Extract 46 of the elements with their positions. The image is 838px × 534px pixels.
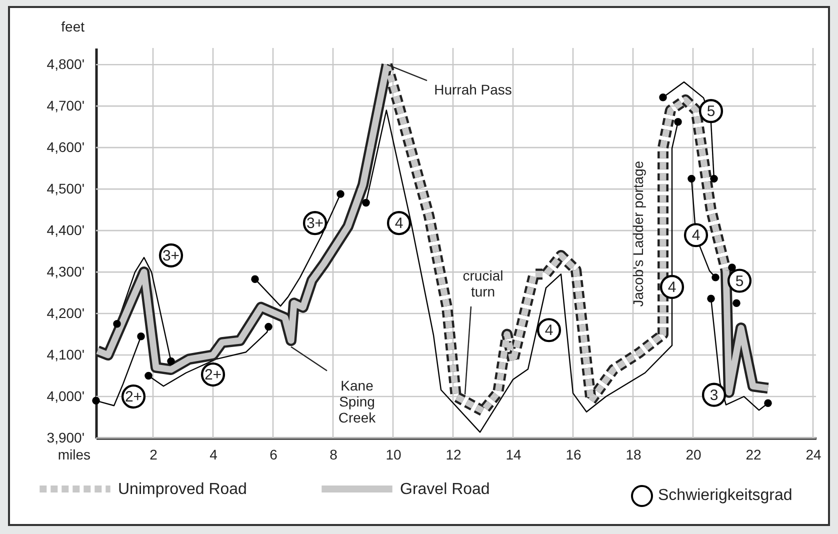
x-tick-label: 14 bbox=[506, 446, 522, 462]
y-tick-label: 4,300' bbox=[46, 264, 84, 280]
legend-label: Schwierigkeitsgrad bbox=[658, 487, 792, 505]
y-tick-label: 4,800' bbox=[46, 56, 84, 72]
annotation: 5 bbox=[735, 272, 744, 290]
y-tick-label: 4,000' bbox=[46, 388, 84, 404]
x-tick-label: 4 bbox=[210, 446, 218, 462]
x-tick-label: 10 bbox=[386, 446, 402, 462]
y-axis-title: feet bbox=[61, 18, 85, 34]
x-axis-title: miles bbox=[58, 446, 90, 462]
annotation: 3+ bbox=[306, 215, 324, 232]
legend-label: Unimproved Road bbox=[118, 481, 247, 498]
annotation: 4 bbox=[394, 215, 404, 232]
point bbox=[728, 264, 736, 272]
y-tick-label: 4,400' bbox=[46, 222, 84, 238]
y-tick-label: 3,900' bbox=[46, 430, 84, 446]
annotation: Kane Sping Creek bbox=[338, 378, 377, 426]
x-tick-label: 2 bbox=[150, 446, 158, 462]
legend-label: Gravel Road bbox=[400, 481, 490, 498]
annotation: 5 bbox=[706, 103, 716, 120]
annotation: Jacob's Ladder portage bbox=[630, 160, 646, 307]
x-tick-label: 16 bbox=[566, 446, 582, 462]
y-tick-label: 4,700' bbox=[46, 98, 84, 114]
y-tick-label: 4,500' bbox=[46, 180, 84, 197]
x-tick-label: 18 bbox=[626, 446, 642, 462]
annotation: 4 bbox=[692, 227, 700, 244]
x-tick-label: 6 bbox=[270, 446, 278, 462]
annotation: 2+ bbox=[204, 366, 222, 384]
y-tick-label: 4,100' bbox=[46, 346, 84, 363]
annotation: Hurrah Pass bbox=[434, 82, 512, 98]
annotation: 4 bbox=[544, 322, 554, 340]
x-tick-label: 8 bbox=[330, 446, 338, 462]
annotation: 4 bbox=[668, 278, 676, 296]
point bbox=[674, 118, 682, 126]
annotation: 3 bbox=[710, 386, 718, 404]
point bbox=[362, 198, 370, 207]
y-tick-label: 4,600' bbox=[46, 139, 84, 156]
annotation: 2+ bbox=[124, 388, 142, 406]
y-tick-label: 4,200' bbox=[46, 305, 84, 322]
point bbox=[659, 94, 667, 102]
x-tick-label: 12 bbox=[446, 446, 462, 462]
annotation: crucial turn bbox=[462, 267, 504, 300]
x-tick-label: 20 bbox=[686, 446, 702, 462]
x-tick-label: 22 bbox=[746, 446, 762, 462]
x-tick-label: 24 bbox=[806, 446, 822, 462]
annotation: 3+ bbox=[162, 247, 180, 264]
